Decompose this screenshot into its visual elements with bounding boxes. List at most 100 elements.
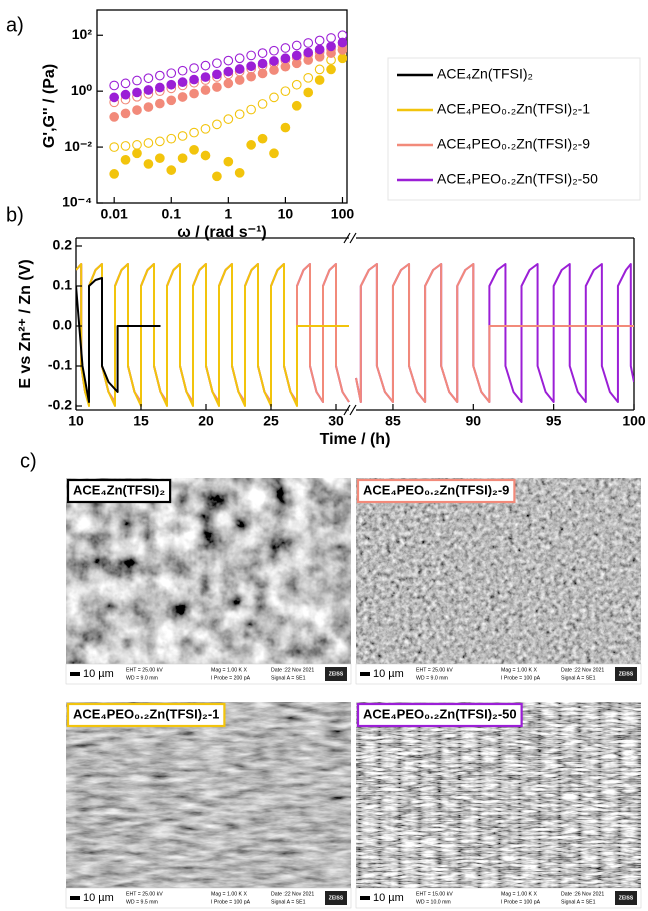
data-point xyxy=(246,104,256,115)
x-tick-label: 25 xyxy=(263,413,279,429)
data-point xyxy=(234,75,245,85)
logo-box xyxy=(325,667,347,681)
data-point xyxy=(166,165,177,175)
logo: ZEISS xyxy=(619,671,634,677)
data-point xyxy=(303,72,314,83)
data-point xyxy=(223,55,234,66)
data-point xyxy=(120,141,131,151)
scale-bar xyxy=(70,896,80,900)
data-point xyxy=(132,148,142,159)
data-point xyxy=(189,144,199,155)
legend-label: ACE₄Zn(TFSI)₂ xyxy=(437,66,533,82)
y-tick-label: 10⁻² xyxy=(64,138,92,154)
info-bar xyxy=(65,663,352,685)
data-point xyxy=(177,65,188,76)
y-tick-label: 0.1 xyxy=(53,277,73,293)
x-tick-label: 100 xyxy=(622,413,646,429)
sem-info: I Probe = 100 pA xyxy=(211,899,251,905)
sem-image xyxy=(66,702,351,888)
sem-info: EHT = 25.00 kV xyxy=(416,667,453,673)
data-point xyxy=(280,86,291,97)
data-point xyxy=(303,38,314,48)
data-point xyxy=(234,109,245,120)
y-tick-label: 10² xyxy=(72,26,93,42)
data-point xyxy=(234,64,245,74)
data-point xyxy=(257,68,268,79)
data-point xyxy=(120,108,131,119)
data-point xyxy=(109,92,120,103)
data-point xyxy=(143,102,154,112)
data-point xyxy=(177,92,188,102)
sem-info: WD = 9.0 mm xyxy=(126,675,158,681)
sem-info: Date :26 Nov 2021 xyxy=(561,891,604,897)
data-point xyxy=(326,41,336,52)
image-title: ACE₄PEO₀.₂Zn(TFSI)₂-50 xyxy=(363,706,517,721)
image-title-box xyxy=(66,702,226,728)
sem-info: Date :22 Nov 2021 xyxy=(271,891,314,897)
info-bar xyxy=(355,887,642,909)
x-tick-label: 10 xyxy=(278,206,294,222)
sem-image xyxy=(66,478,351,664)
data-point xyxy=(337,37,347,48)
y-axis-label: G',G'' / (Pa) xyxy=(41,64,58,148)
sem-images: 10 µm EHT = 25.00 kV WD = 9.0 mm Mag = 1.00… xyxy=(65,478,642,909)
legend-frame xyxy=(387,57,641,201)
image-title: ACE₄PEO₀.₂Zn(TFSI)₂-1 xyxy=(73,706,219,721)
sem-info: WD = 9.0 mm xyxy=(416,675,448,681)
x-axis-label: Time / (h) xyxy=(320,431,391,448)
data-point xyxy=(257,48,268,58)
data-point xyxy=(132,140,142,150)
sem-info: I Probe = 100 pA xyxy=(501,899,541,905)
data-point xyxy=(303,47,314,58)
x-tick-label: 20 xyxy=(198,413,214,429)
x-tick-label: 95 xyxy=(546,413,562,429)
data-point xyxy=(303,87,314,98)
panel-label: a) xyxy=(6,14,24,36)
logo-box xyxy=(325,891,347,905)
logo: ZEISS xyxy=(329,671,344,677)
panel-label: b) xyxy=(6,204,24,226)
data-point xyxy=(166,68,177,79)
data-point xyxy=(200,150,211,161)
data-point xyxy=(280,43,291,53)
data-point xyxy=(212,119,222,130)
data-point xyxy=(120,78,131,89)
data-point xyxy=(269,56,279,66)
data-point xyxy=(189,63,199,73)
line-plot xyxy=(76,263,634,407)
x-tick-label: 85 xyxy=(385,413,401,429)
x-tick-label: 15 xyxy=(133,413,149,429)
data-point xyxy=(109,80,120,91)
sem-info: Mag = 1.00 K X xyxy=(211,667,247,673)
data-point xyxy=(154,136,165,147)
scale-bar xyxy=(360,896,370,900)
data-point xyxy=(212,58,222,69)
x-tick-label: 90 xyxy=(466,413,482,429)
image-title-box xyxy=(356,478,516,504)
data-point xyxy=(132,87,142,98)
data-point xyxy=(154,98,165,109)
data-point xyxy=(212,69,222,80)
logo-box xyxy=(615,667,637,681)
data-point xyxy=(326,33,336,43)
data-line xyxy=(76,263,634,403)
data-point xyxy=(246,140,256,150)
data-point xyxy=(269,148,279,159)
x-tick-label: 10 xyxy=(68,413,84,429)
data-point xyxy=(143,73,154,84)
data-point xyxy=(154,153,165,164)
sem-info: EHT = 25.00 kV xyxy=(126,891,163,897)
sem-info: Mag = 1.00 K X xyxy=(501,891,537,897)
scale-bar-label: 10 µm xyxy=(83,892,114,904)
image-title-box xyxy=(356,702,523,728)
sem-info: Mag = 1.00 K X xyxy=(211,891,247,897)
sem-info: I Probe = 100 pA xyxy=(501,675,541,681)
info-bar xyxy=(355,663,642,685)
sem-info: Mag = 1.00 K X xyxy=(501,667,537,673)
y-tick-label: 0.2 xyxy=(53,237,73,253)
logo: ZEISS xyxy=(329,895,344,901)
legend-label: ACE₄PEO₀.₂Zn(TFSI)₂-1 xyxy=(437,101,590,117)
data-point xyxy=(212,82,222,92)
sem-info: EHT = 15.00 kV xyxy=(416,891,453,897)
